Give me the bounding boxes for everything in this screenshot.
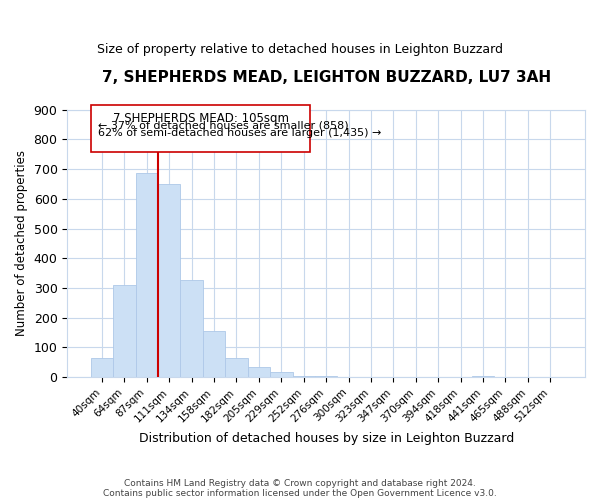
Text: 62% of semi-detached houses are larger (1,435) →: 62% of semi-detached houses are larger (… (98, 128, 381, 138)
Text: Contains public sector information licensed under the Open Government Licence v3: Contains public sector information licen… (103, 488, 497, 498)
Bar (91, 106, 310, 152)
Bar (158, 184, 181, 377)
Text: ← 37% of detached houses are smaller (858): ← 37% of detached houses are smaller (85… (98, 121, 348, 131)
Bar (225, 358, 248, 377)
Bar (270, 372, 293, 377)
Bar (181, 280, 203, 377)
Bar (91, 358, 113, 377)
Text: 7 SHEPHERDS MEAD: 105sqm: 7 SHEPHERDS MEAD: 105sqm (113, 112, 289, 125)
Bar (315, 376, 337, 377)
Text: Size of property relative to detached houses in Leighton Buzzard: Size of property relative to detached ho… (97, 42, 503, 56)
Title: 7, SHEPHERDS MEAD, LEIGHTON BUZZARD, LU7 3AH: 7, SHEPHERDS MEAD, LEIGHTON BUZZARD, LU7… (101, 70, 551, 85)
Bar (472, 376, 494, 377)
Bar (203, 332, 225, 377)
Bar (248, 366, 270, 377)
Bar (113, 284, 136, 377)
Bar (136, 174, 158, 377)
Bar (293, 376, 315, 377)
Y-axis label: Number of detached properties: Number of detached properties (15, 150, 28, 336)
X-axis label: Distribution of detached houses by size in Leighton Buzzard: Distribution of detached houses by size … (139, 432, 514, 445)
Text: Contains HM Land Registry data © Crown copyright and database right 2024.: Contains HM Land Registry data © Crown c… (124, 478, 476, 488)
